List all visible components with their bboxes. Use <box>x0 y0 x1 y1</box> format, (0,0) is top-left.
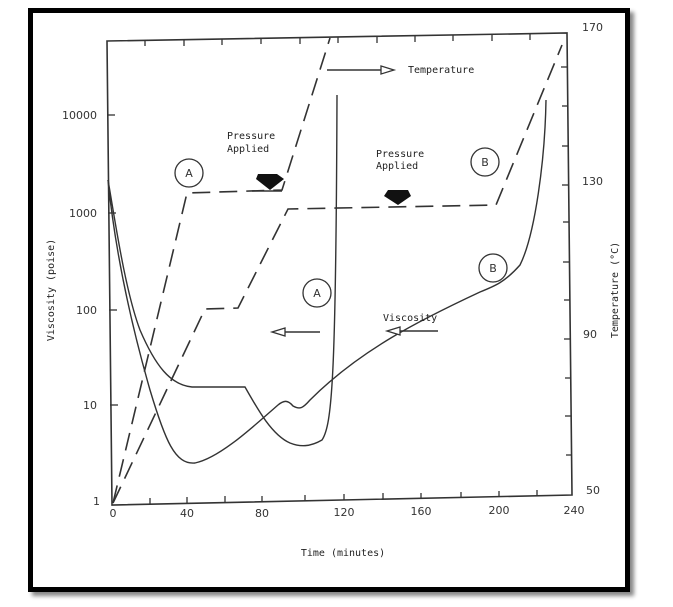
top-ticks <box>144 34 531 46</box>
marker-a-top: A <box>174 158 204 188</box>
svg-text:1000: 1000 <box>69 207 97 220</box>
temperature-arrow-icon <box>380 65 397 75</box>
marker-b-top: B <box>470 147 500 177</box>
svg-text:A: A <box>313 287 321 300</box>
bottom-ticks <box>149 490 538 504</box>
svg-text:200: 200 <box>489 504 510 517</box>
viscosity-b-curve <box>107 99 547 464</box>
svg-text:100: 100 <box>76 304 97 317</box>
y2-tick-labels: 170 130 90 50 <box>582 21 603 497</box>
pressure-arrow-b-icon <box>384 190 411 205</box>
marker-a-curve: A <box>302 278 332 308</box>
svg-text:120: 120 <box>334 506 355 519</box>
pressure-a-label-line1: Pressure <box>227 131 275 142</box>
viscosity-label: Viscosity <box>383 313 437 324</box>
svg-text:1: 1 <box>93 495 100 508</box>
marker-b-curve: B <box>478 253 508 283</box>
pressure-a-label-line2: Applied <box>227 144 269 155</box>
viscosity-a-arrow-icon <box>269 327 286 337</box>
pressure-b-label-line1: Pressure <box>376 149 424 160</box>
svg-text:40: 40 <box>180 507 194 520</box>
svg-text:130: 130 <box>582 175 603 188</box>
svg-text:0: 0 <box>110 507 117 520</box>
pressure-arrow-a-icon <box>256 174 284 190</box>
viscosity-b-arrow-icon <box>384 326 401 336</box>
y2-axis-title: Temperature (°C) <box>610 242 621 338</box>
svg-text:90: 90 <box>583 328 597 341</box>
svg-text:240: 240 <box>564 504 585 517</box>
x-tick-labels: 0 40 80 120 160 200 240 <box>110 504 585 520</box>
svg-text:80: 80 <box>255 507 269 520</box>
svg-text:170: 170 <box>582 21 603 34</box>
x-axis-title: Time (minutes) <box>301 548 385 559</box>
y-tick-labels: 10000 1000 100 10 1 <box>62 109 100 508</box>
temperature-a-curve <box>112 37 331 504</box>
viscosity-a-curve <box>107 94 338 447</box>
svg-text:B: B <box>481 156 489 169</box>
temperature-b-curve <box>112 44 563 504</box>
svg-text:10: 10 <box>83 399 97 412</box>
svg-text:160: 160 <box>411 505 432 518</box>
temperature-label: Temperature <box>408 65 474 76</box>
plot-box <box>106 32 573 506</box>
y-axis-title: Viscosity (poise) <box>46 239 57 341</box>
svg-text:B: B <box>489 262 497 275</box>
svg-text:50: 50 <box>586 484 600 497</box>
pressure-b-label-line2: Applied <box>376 161 418 172</box>
svg-text:A: A <box>185 167 193 180</box>
svg-text:10000: 10000 <box>62 109 97 122</box>
right-ticks <box>561 66 572 456</box>
